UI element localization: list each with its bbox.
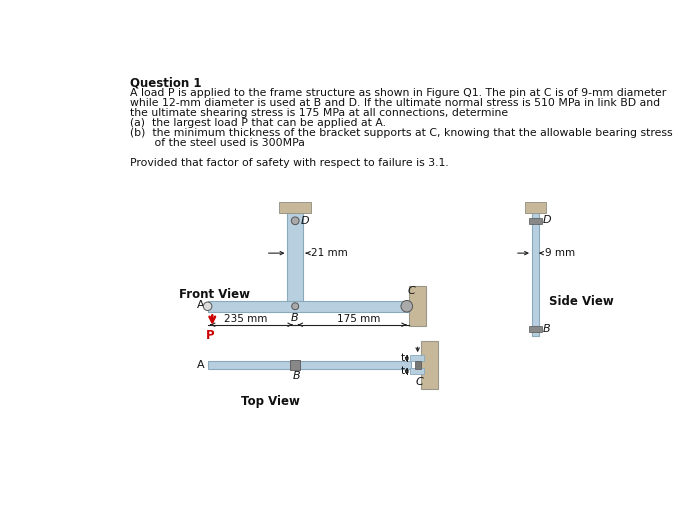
Bar — [532, 213, 539, 336]
Text: Question 1: Question 1 — [130, 76, 202, 89]
Bar — [410, 355, 424, 362]
Text: B: B — [543, 324, 551, 334]
Circle shape — [291, 217, 299, 225]
Bar — [288, 213, 303, 306]
Text: P: P — [206, 329, 214, 342]
Bar — [208, 301, 409, 312]
Text: Front View: Front View — [179, 288, 250, 301]
Bar — [421, 341, 438, 388]
Bar — [529, 326, 542, 333]
Text: of the steel used is 300MPa: of the steel used is 300MPa — [130, 138, 305, 148]
Text: 175 mm: 175 mm — [337, 314, 380, 324]
Bar — [410, 368, 424, 375]
Text: the ultimate shearing stress is 175 MPa at all connections, determine: the ultimate shearing stress is 175 MPa … — [130, 108, 508, 118]
Text: D: D — [300, 216, 309, 226]
Text: Provided that factor of safety with respect to failure is 3.1.: Provided that factor of safety with resp… — [130, 157, 449, 168]
Text: (b)  the minimum thickness of the bracket supports at C, knowing that the allowa: (b) the minimum thickness of the bracket… — [130, 127, 673, 138]
Text: Side View: Side View — [550, 295, 614, 309]
Bar — [208, 361, 412, 369]
Text: 9 mm: 9 mm — [545, 248, 575, 258]
Text: A: A — [197, 360, 204, 370]
Circle shape — [292, 303, 299, 310]
Text: Top View: Top View — [241, 395, 300, 408]
Text: A load P is applied to the frame structure as shown in Figure Q1. The pin at C i: A load P is applied to the frame structu… — [130, 88, 666, 97]
Text: t: t — [400, 366, 405, 376]
Text: B: B — [290, 313, 298, 323]
Bar — [290, 360, 300, 370]
Bar — [524, 203, 546, 213]
Text: (a)  the largest load P that can be applied at A.: (a) the largest load P that can be appli… — [130, 118, 386, 127]
Text: A: A — [197, 300, 204, 310]
Bar — [279, 203, 312, 213]
Bar — [529, 218, 542, 224]
Circle shape — [401, 300, 412, 312]
Bar — [414, 361, 421, 369]
Text: t: t — [400, 353, 405, 363]
Text: 235 mm: 235 mm — [223, 314, 267, 324]
Text: D: D — [543, 215, 552, 225]
Text: C: C — [415, 378, 423, 387]
Text: while 12-mm diameter is used at B and D. If the ultimate normal stress is 510 MP: while 12-mm diameter is used at B and D.… — [130, 97, 660, 108]
Text: C: C — [407, 286, 415, 296]
Text: 21 mm: 21 mm — [312, 248, 348, 258]
Text: B: B — [293, 371, 300, 381]
Circle shape — [204, 302, 212, 310]
Bar — [409, 286, 426, 326]
